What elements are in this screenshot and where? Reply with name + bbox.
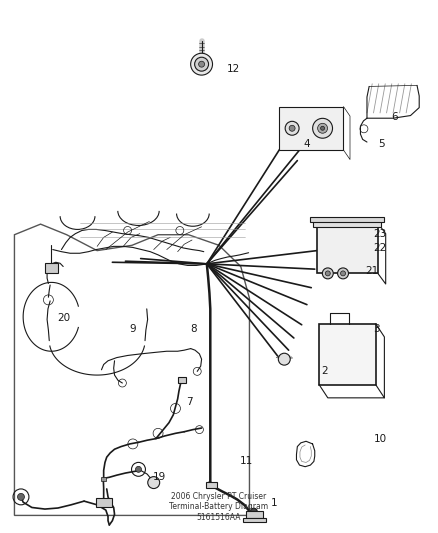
Bar — [319, 324, 376, 385]
Text: 21: 21 — [365, 266, 378, 276]
Bar — [317, 223, 378, 273]
Circle shape — [135, 466, 141, 472]
Circle shape — [322, 268, 333, 279]
Bar — [45, 263, 58, 273]
Bar — [314, 221, 381, 227]
Text: 7: 7 — [186, 397, 193, 407]
Text: 8: 8 — [191, 324, 198, 334]
Bar — [246, 511, 263, 518]
Text: 6: 6 — [391, 112, 398, 122]
Circle shape — [341, 271, 346, 276]
Circle shape — [251, 508, 257, 515]
Circle shape — [318, 123, 328, 133]
Circle shape — [148, 477, 160, 489]
Circle shape — [325, 271, 330, 276]
Bar — [311, 217, 385, 222]
Circle shape — [194, 57, 208, 71]
Bar — [96, 498, 112, 507]
Text: 23: 23 — [374, 229, 387, 239]
Circle shape — [289, 125, 295, 131]
Text: 3: 3 — [374, 324, 380, 334]
Bar — [243, 518, 266, 522]
Circle shape — [207, 482, 213, 488]
Circle shape — [191, 53, 212, 75]
Bar — [101, 477, 106, 481]
Text: 1: 1 — [270, 498, 277, 508]
Circle shape — [338, 268, 349, 279]
Text: 5: 5 — [378, 139, 385, 149]
Text: 22: 22 — [374, 243, 387, 253]
Text: 12: 12 — [227, 64, 240, 75]
Text: 4: 4 — [304, 139, 311, 149]
Text: 10: 10 — [374, 434, 387, 443]
Circle shape — [278, 353, 290, 365]
Circle shape — [198, 61, 205, 67]
Circle shape — [321, 126, 325, 130]
Text: 2: 2 — [321, 366, 328, 376]
Circle shape — [285, 122, 299, 135]
Text: 19: 19 — [153, 472, 166, 482]
Text: 20: 20 — [57, 313, 70, 324]
Bar — [206, 481, 217, 488]
Circle shape — [313, 118, 332, 138]
Text: 11: 11 — [240, 456, 253, 466]
Bar — [178, 377, 186, 383]
Text: 9: 9 — [130, 324, 136, 334]
Text: 2006 Chrysler PT Cruiser
Terminal-Battery Diagram
5161516AA: 2006 Chrysler PT Cruiser Terminal-Batter… — [170, 492, 268, 522]
Circle shape — [18, 494, 25, 500]
Bar — [279, 107, 343, 150]
